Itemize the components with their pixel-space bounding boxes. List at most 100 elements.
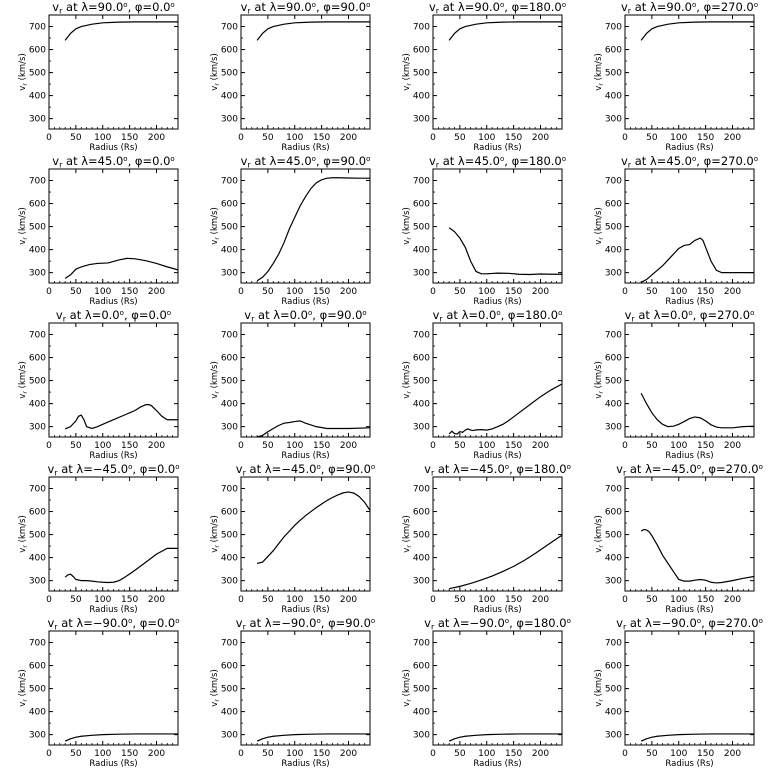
- y-tick-label: 500: [221, 531, 238, 541]
- x-tick-label: 100: [478, 595, 495, 605]
- y-tick-label: 400: [605, 708, 622, 718]
- y-tick-label: 600: [605, 508, 622, 518]
- chart-panel: vr at λ=−45.0o, φ=180.0o 0 50 100 150 200 300 4…: [384, 462, 576, 616]
- y-tick-label: 600: [29, 508, 46, 518]
- y-tick-label: 300: [605, 269, 622, 279]
- chart-title: vr at λ=45.0o, φ=0.0o: [52, 154, 174, 170]
- chart-panel: vr at λ=0.0o, φ=180.0o 0 50 100 150 200 300 400…: [384, 308, 576, 462]
- plot-frame: [624, 168, 755, 284]
- series-line: [256, 21, 370, 41]
- x-tick-label: 200: [532, 441, 549, 451]
- x-tick-label: 200: [724, 595, 741, 605]
- y-tick-label: 400: [605, 246, 622, 256]
- plot-frame: [48, 14, 179, 130]
- chart-title: vr at λ=45.0o, φ=90.0o: [241, 154, 371, 170]
- x-tick-label: 100: [286, 441, 303, 451]
- y-tick-label: 700: [29, 331, 46, 341]
- x-tick-label: 150: [121, 133, 138, 143]
- plot-frame: [240, 14, 371, 130]
- y-tick-label: 600: [413, 662, 430, 672]
- chart-panel: vr at λ=45.0o, φ=0.0o 0 50 100 150 200 300 400 5…: [0, 154, 192, 308]
- y-tick-label: 600: [605, 46, 622, 56]
- y-tick-label: 500: [221, 223, 238, 233]
- x-tick-label: 150: [505, 749, 522, 759]
- x-tick-label: 0: [430, 133, 436, 143]
- y-tick-label: 300: [221, 731, 238, 741]
- chart-svg: vr at λ=90.0o, φ=90.0o 0 50 100 150 200 300 400…: [210, 0, 371, 153]
- chart-panel: vr at λ=−45.0o, φ=270.0o 0 50 100 150 200 300 4…: [576, 462, 768, 616]
- y-tick-label: 300: [29, 731, 46, 741]
- x-axis-label: Radius (Rs): [89, 759, 137, 769]
- x-tick-label: 50: [262, 287, 274, 297]
- x-tick-label: 0: [430, 441, 436, 451]
- y-axis-label: vr (km/s): [210, 53, 221, 91]
- chart-title: vr at λ=90.0o, φ=90.0o: [241, 0, 371, 16]
- x-tick-label: 100: [478, 287, 495, 297]
- x-tick-label: 100: [94, 287, 111, 297]
- x-tick-label: 50: [454, 133, 466, 143]
- series-line: [64, 257, 179, 279]
- x-tick-label: 200: [724, 441, 741, 451]
- y-tick-label: 300: [221, 115, 238, 125]
- x-tick-label: 100: [478, 441, 495, 451]
- series-line: [64, 403, 178, 430]
- y-tick-label: 400: [413, 554, 430, 564]
- chart-svg: vr at λ=−45.0o, φ=270.0o 0 50 100 150 200 300 4…: [594, 462, 763, 615]
- x-tick-label: 200: [340, 133, 357, 143]
- chart-svg: vr at λ=90.0o, φ=0.0o 0 50 100 150 200 300 400 5…: [18, 0, 179, 153]
- y-tick-label: 300: [605, 577, 622, 587]
- chart-svg: vr at λ=−90.0o, φ=0.0o 0 50 100 150 200 300 400…: [18, 616, 180, 769]
- y-tick-label: 400: [413, 92, 430, 102]
- x-tick-label: 200: [532, 133, 549, 143]
- x-axis-label: Radius (Rs): [89, 143, 137, 153]
- chart-panel: vr at λ=45.0o, φ=180.0o 0 50 100 150 200 300 40…: [384, 154, 576, 308]
- x-tick-label: 150: [121, 287, 138, 297]
- x-tick-label: 50: [70, 749, 82, 759]
- x-tick-label: 50: [70, 287, 82, 297]
- x-tick-label: 200: [148, 133, 165, 143]
- chart-panel: vr at λ=−90.0o, φ=270.0o 0 50 100 150 200 300 4…: [576, 616, 768, 770]
- x-axis-label: Radius (Rs): [665, 143, 713, 153]
- chart-svg: vr at λ=90.0o, φ=270.0o 0 50 100 150 200 300 40…: [594, 0, 758, 153]
- x-tick-label: 0: [46, 287, 52, 297]
- y-tick-label: 300: [413, 423, 430, 433]
- y-axis-label: vr (km/s): [402, 361, 413, 399]
- x-tick-label: 100: [286, 595, 303, 605]
- plot-frame: [432, 14, 563, 130]
- y-tick-label: 400: [605, 554, 622, 564]
- y-tick-label: 300: [221, 577, 238, 587]
- y-axis-label: vr (km/s): [18, 53, 29, 91]
- y-tick-label: 600: [29, 662, 46, 672]
- x-tick-label: 200: [148, 441, 165, 451]
- chart-title: vr at λ=−45.0o, φ=0.0o: [47, 462, 179, 478]
- y-tick-label: 500: [29, 223, 46, 233]
- x-tick-label: 0: [238, 287, 244, 297]
- chart-title: vr at λ=−90.0o, φ=270.0o: [616, 616, 763, 632]
- x-tick-label: 50: [70, 595, 82, 605]
- x-tick-label: 100: [286, 287, 303, 297]
- chart-title: vr at λ=0.0o, φ=180.0o: [433, 308, 563, 324]
- x-tick-label: 0: [46, 749, 52, 759]
- y-axis-label: vr (km/s): [402, 515, 413, 553]
- x-tick-label: 100: [670, 287, 687, 297]
- y-tick-label: 600: [605, 662, 622, 672]
- y-tick-label: 300: [29, 115, 46, 125]
- y-tick-label: 700: [605, 23, 622, 33]
- x-tick-label: 0: [46, 133, 52, 143]
- y-tick-label: 700: [29, 485, 46, 495]
- chart-svg: vr at λ=−90.0o, φ=270.0o 0 50 100 150 200 300 4…: [594, 616, 763, 769]
- x-tick-label: 150: [121, 595, 138, 605]
- chart-svg: vr at λ=−45.0o, φ=180.0o 0 50 100 150 200 300 4…: [402, 462, 571, 615]
- y-tick-label: 300: [413, 269, 430, 279]
- x-tick-label: 200: [724, 749, 741, 759]
- x-axis-label: Radius (Rs): [473, 759, 521, 769]
- chart-title: vr at λ=−45.0o, φ=90.0o: [236, 462, 375, 478]
- x-tick-label: 50: [262, 133, 274, 143]
- x-tick-label: 0: [430, 749, 436, 759]
- y-tick-label: 700: [29, 177, 46, 187]
- chart-panel: vr at λ=−90.0o, φ=90.0o 0 50 100 150 200 300 40…: [192, 616, 384, 770]
- x-tick-label: 100: [286, 749, 303, 759]
- y-tick-label: 600: [605, 354, 622, 364]
- series-line: [640, 237, 754, 283]
- x-tick-label: 0: [238, 441, 244, 451]
